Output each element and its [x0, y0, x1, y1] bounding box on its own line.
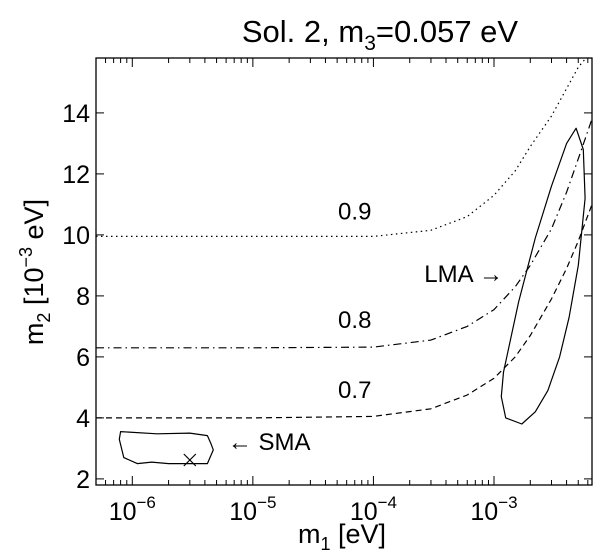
chart-title: Sol. 2, m3=0.057 eV	[242, 14, 519, 55]
regions-layer	[118, 127, 586, 467]
x-tick-label: 10−5	[229, 493, 276, 526]
region-label-sma: ← SMA	[228, 429, 311, 456]
axis-ticks: 2 4 6 8 10 12 14 10−6 10−5 10−4 10−3	[62, 58, 592, 526]
region-lma	[500, 127, 586, 425]
x-tick-label: 10−6	[109, 493, 156, 526]
series-label-0.8: 0.8	[338, 307, 371, 334]
plot-frame	[95, 57, 593, 486]
y-tick-label: 4	[76, 405, 90, 433]
best-fit-marker	[183, 453, 197, 467]
series-layer	[96, 58, 592, 419]
chart-title-text: Sol. 2, m3=0.057 eV	[242, 14, 519, 55]
x-tick-label: 10−3	[470, 493, 517, 526]
x-axis-label-text: m1 [eV]	[298, 519, 386, 554]
y-tick-label: 6	[76, 344, 90, 372]
x-axis-label: m1 [eV]	[298, 519, 386, 554]
y-tick-label: 14	[62, 100, 90, 128]
x-tick-label: 10−4	[350, 493, 397, 526]
plot-area	[95, 57, 593, 486]
series-label-0.9: 0.9	[338, 199, 371, 226]
y-tick-label: 2	[76, 466, 90, 494]
y-tick-label: 8	[76, 283, 90, 311]
y-axis-label-text: m2 [10−3 eV]	[16, 199, 54, 345]
y-tick-label: 12	[62, 161, 90, 189]
y-tick-label: 10	[62, 222, 90, 250]
y-axis-label: m2 [10−3 eV]	[16, 199, 54, 345]
region-sma	[118, 431, 214, 465]
series-label-0.7: 0.7	[338, 377, 371, 404]
series-line-0.7	[96, 204, 592, 419]
labels-layer: 0.9 0.8 0.7 LMA → ← SMA	[228, 199, 503, 456]
series-line-0.8	[96, 118, 592, 349]
region-label-lma: LMA →	[424, 261, 503, 288]
